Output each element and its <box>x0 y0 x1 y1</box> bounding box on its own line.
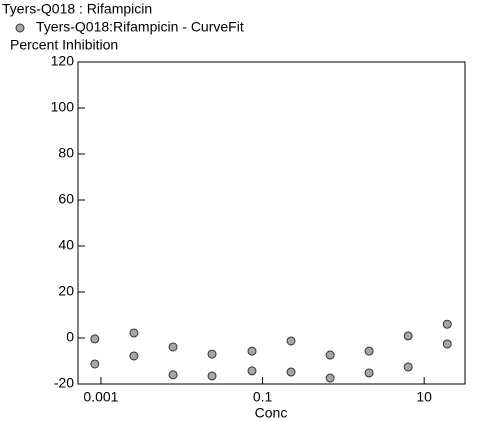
x-tick-label: 0.1 <box>253 389 273 405</box>
plot-frame <box>77 61 466 385</box>
y-tick-label: 80 <box>58 145 74 161</box>
data-point <box>325 350 335 360</box>
data-point <box>442 319 452 329</box>
data-point <box>207 349 217 359</box>
data-point <box>364 368 374 378</box>
legend-marker <box>15 23 25 33</box>
y-tick-label: 60 <box>58 191 74 207</box>
y-tick-label: 20 <box>58 283 74 299</box>
y-tick-label: 0 <box>66 329 74 345</box>
y-axis-label: Percent Inhibition <box>10 37 118 53</box>
x-tick-label: 0.001 <box>83 389 118 405</box>
data-point <box>168 370 178 380</box>
data-point <box>286 336 296 346</box>
data-point <box>90 359 100 369</box>
data-point <box>403 362 413 372</box>
y-tick-label: 40 <box>58 237 74 253</box>
legend-label: Tyers-Q018:Rifampicin - CurveFit <box>36 19 244 35</box>
chart-title: Tyers-Q018 : Rifampicin <box>2 1 152 17</box>
data-point <box>129 351 139 361</box>
data-point <box>129 328 139 338</box>
data-point <box>364 346 374 356</box>
y-tick-label: 120 <box>51 53 75 69</box>
data-point <box>247 366 257 376</box>
x-tick-label: 10 <box>416 389 432 405</box>
data-point <box>207 371 217 381</box>
data-point <box>442 339 452 349</box>
data-point <box>403 331 413 341</box>
y-tick-label: 100 <box>51 99 75 115</box>
data-point <box>325 373 335 383</box>
y-tick-label: -20 <box>54 375 74 391</box>
data-point <box>90 334 100 344</box>
data-point <box>286 367 296 377</box>
data-point <box>247 346 257 356</box>
x-axis-label: Conc <box>255 405 288 421</box>
data-point <box>168 342 178 352</box>
